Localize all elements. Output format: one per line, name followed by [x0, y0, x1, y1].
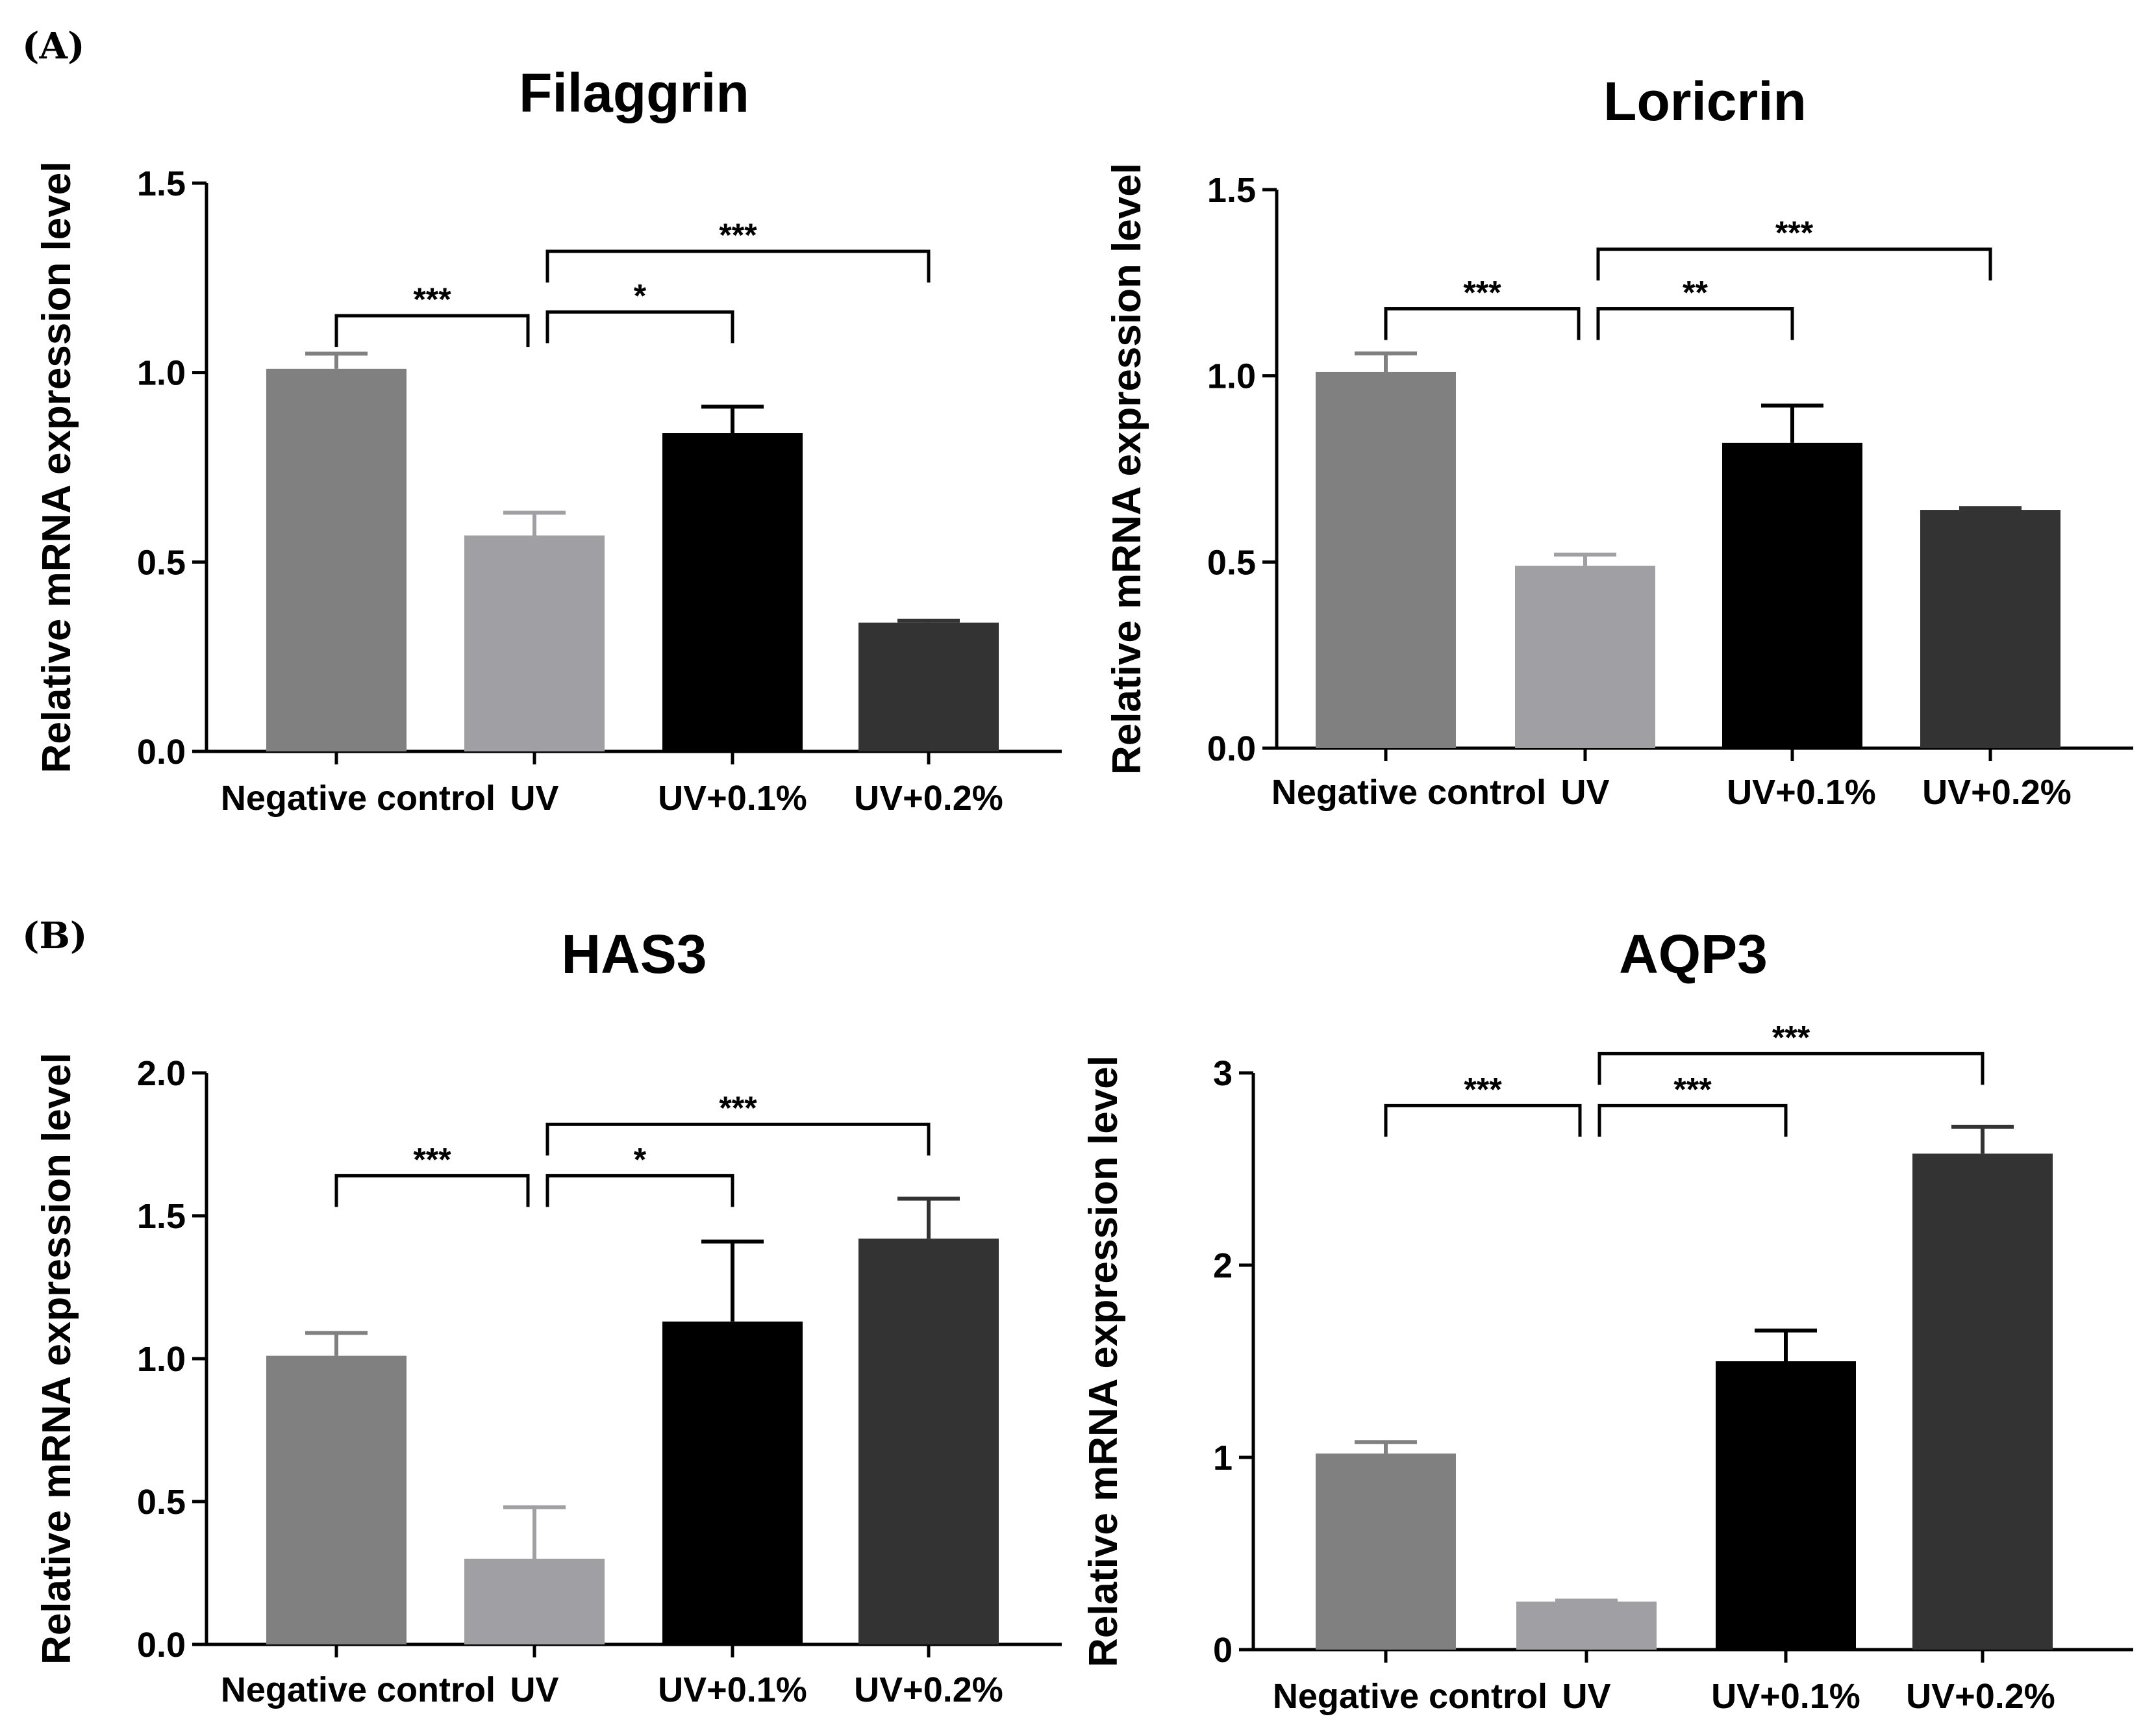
x-tick-label: UV [1560, 773, 1609, 812]
x-tick-label: UV [1562, 1677, 1610, 1716]
x-tick-label: UV [510, 779, 558, 818]
chart-3: HAS3 Relative mRNA expression level 0.0 0.5… [34, 924, 1062, 1709]
significance-label: * [634, 1141, 647, 1177]
chart-2: Loricrin Relative mRNA expression level 0.… [1105, 71, 2133, 812]
y-tick-label: 0.5 [1207, 543, 1256, 582]
bar [464, 535, 605, 751]
y-tick-label: 1.5 [137, 1197, 186, 1236]
significance-label: *** [1463, 274, 1501, 310]
bar [858, 622, 999, 751]
y-axis-label: Relative mRNA expression level [1081, 1055, 1126, 1667]
bar [662, 1321, 803, 1644]
significance-label: *** [1775, 215, 1814, 251]
y-axis-label: Relative mRNA expression level [34, 1053, 79, 1665]
y-tick-label: 3 [1213, 1054, 1233, 1093]
y-tick-label: 0.0 [137, 733, 186, 772]
y-tick-label: 2.0 [137, 1054, 186, 1093]
bar [1316, 1453, 1456, 1650]
y-tick-label: 1.0 [1207, 357, 1256, 396]
x-tick-label: UV [510, 1670, 558, 1709]
significance-label: * [634, 277, 647, 314]
significance-label: *** [413, 1141, 451, 1177]
x-tick-label: UV+0.2% [1906, 1677, 2055, 1716]
significance-bracket [1596, 307, 1794, 340]
chart-4: AQP3 Relative mRNA expression level 0 1 2 3 Ne… [1081, 924, 2133, 1716]
x-tick-label: UV+0.2% [1922, 773, 2072, 812]
charts-container: Filaggrin Relative mRNA expression level 0… [34, 62, 2133, 1716]
bar [266, 368, 407, 751]
y-tick-label: 0.0 [137, 1626, 186, 1665]
significance-bracket [545, 1174, 734, 1207]
significance-label: *** [1673, 1071, 1712, 1107]
x-tick-label: Negative control [1273, 1677, 1547, 1716]
chart-1: Filaggrin Relative mRNA expression level 0… [34, 62, 1062, 818]
chart-title: HAS3 [561, 924, 707, 985]
y-axis-label: Relative mRNA expression level [1105, 163, 1149, 775]
y-tick-label: 2 [1213, 1246, 1233, 1285]
bar [1316, 371, 1456, 748]
bar [1516, 1602, 1657, 1650]
y-tick-label: 1.0 [137, 1340, 186, 1379]
significance-label: *** [719, 217, 757, 253]
significance-label: *** [719, 1090, 757, 1126]
significance-bracket [545, 249, 931, 283]
panel-label-b: (B) [22, 914, 87, 957]
y-tick-label: 1 [1213, 1439, 1233, 1478]
bar [1716, 1361, 1856, 1650]
x-tick-label: UV+0.1% [1711, 1677, 1860, 1716]
y-tick-label: 0 [1213, 1631, 1233, 1670]
bar [464, 1559, 605, 1644]
significance-bracket [545, 310, 734, 344]
significance-label: *** [413, 281, 451, 318]
x-tick-label: UV+0.2% [854, 1670, 1003, 1709]
bar [266, 1355, 407, 1644]
bar [1722, 442, 1862, 748]
x-tick-label: UV+0.1% [658, 1670, 807, 1709]
x-tick-label: UV+0.1% [1727, 773, 1876, 812]
y-tick-label: 1.0 [137, 354, 186, 393]
chart-title: AQP3 [1619, 924, 1768, 985]
significance-bracket [1597, 1103, 1788, 1137]
y-tick-label: 0.5 [137, 543, 186, 582]
y-tick-label: 1.5 [1207, 171, 1256, 210]
x-tick-label: Negative control [221, 779, 495, 818]
significance-bracket [545, 1122, 931, 1156]
y-tick-label: 1.5 [137, 164, 186, 203]
bar [1912, 1153, 2053, 1650]
panel-label-a: (A) [22, 25, 84, 68]
significance-label: *** [1772, 1019, 1810, 1055]
significance-bracket [334, 314, 530, 347]
significance-bracket [1597, 1051, 1985, 1085]
bar [1920, 510, 2060, 748]
significance-bracket [1384, 307, 1581, 340]
x-tick-label: Negative control [1271, 773, 1546, 812]
x-tick-label: UV+0.2% [854, 779, 1003, 818]
y-tick-label: 0.0 [1207, 729, 1256, 768]
significance-bracket [334, 1174, 530, 1207]
bar [858, 1239, 999, 1644]
significance-label: *** [1464, 1071, 1502, 1107]
significance-bracket [1596, 247, 1992, 281]
x-tick-label: UV+0.1% [658, 779, 807, 818]
x-tick-label: Negative control [221, 1670, 495, 1709]
chart-title: Loricrin [1603, 71, 1807, 132]
y-axis-label: Relative mRNA expression level [34, 162, 79, 774]
bar [1515, 566, 1655, 748]
chart-title: Filaggrin [519, 62, 749, 123]
significance-bracket [1384, 1103, 1582, 1137]
significance-label: ** [1683, 274, 1708, 310]
y-tick-label: 0.5 [137, 1483, 186, 1522]
bar [662, 433, 803, 751]
